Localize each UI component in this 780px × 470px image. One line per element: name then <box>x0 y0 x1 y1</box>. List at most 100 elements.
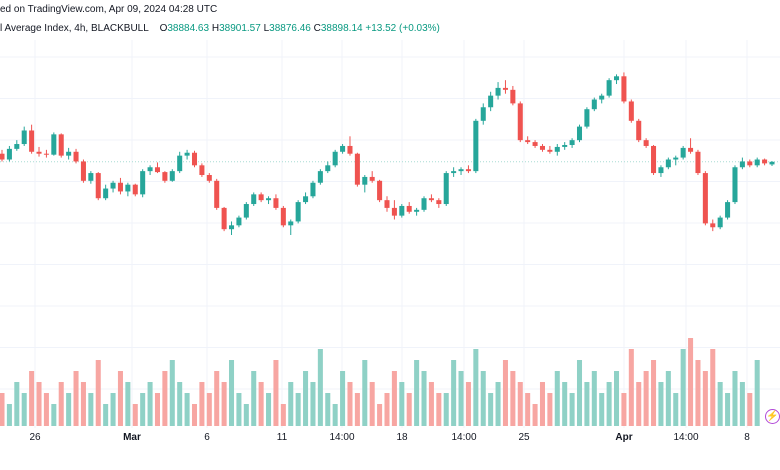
volume-bar <box>443 393 449 426</box>
volume-bar <box>199 382 205 426</box>
candle-body <box>762 159 768 164</box>
volume-bar <box>377 404 383 426</box>
volume-bar <box>66 393 72 426</box>
x-tick-label: Apr <box>615 432 633 443</box>
volume-bar <box>576 360 583 426</box>
candle-body <box>95 173 101 199</box>
candle-body <box>421 198 427 210</box>
candle-body <box>739 161 745 168</box>
candle-body <box>458 169 464 172</box>
high-label: H <box>211 23 220 34</box>
candle-body <box>502 87 508 90</box>
candle-body <box>717 217 723 228</box>
candle-body <box>480 107 486 121</box>
candle-body <box>169 171 175 181</box>
volume-bar <box>725 393 731 426</box>
candle-body <box>614 76 620 81</box>
volume-bar <box>288 382 294 426</box>
volume-bar <box>702 371 708 426</box>
volume-bar <box>340 371 346 426</box>
volume-bar <box>532 404 538 426</box>
candle-body <box>125 184 131 192</box>
candle-body <box>258 194 264 201</box>
volume-bar <box>43 393 49 426</box>
volume-bar <box>332 404 338 426</box>
volume-bar <box>636 382 642 426</box>
candle-body <box>132 184 138 195</box>
candle-body <box>747 161 753 166</box>
candle-body <box>510 89 516 104</box>
candle-body <box>80 161 86 181</box>
candle-body <box>14 144 20 149</box>
x-tick-label: 26 <box>29 432 41 443</box>
volume-bar <box>21 393 27 426</box>
candle-body <box>606 80 612 96</box>
candle-body <box>584 109 590 127</box>
candle-body <box>236 217 242 226</box>
candle-body <box>332 151 338 166</box>
volume-bar <box>651 360 657 426</box>
volume-bar <box>547 393 553 426</box>
candle-body <box>732 167 738 203</box>
candle-body <box>702 173 708 224</box>
volume-bar <box>480 371 486 426</box>
volume-bar <box>243 404 249 426</box>
candle-body <box>488 95 494 108</box>
volume-bar <box>58 382 64 426</box>
candle-body <box>547 149 553 152</box>
candle-body <box>243 204 249 218</box>
volume-bar <box>132 404 138 426</box>
candle-body <box>147 167 153 172</box>
volume-bar <box>295 393 301 426</box>
candle-body <box>428 198 434 201</box>
volume-bar <box>621 393 627 426</box>
change-value: +13.52 (+0.03%) <box>365 23 440 34</box>
candle-body <box>754 159 760 166</box>
lightning-icon[interactable]: ⚡ <box>765 409 780 424</box>
time-axis[interactable]: 26 Mar 6 11 14:00 18 14:00 25 Apr 14:00 8 <box>0 428 780 470</box>
volume-bar <box>258 382 264 426</box>
volume-bar <box>614 371 620 426</box>
candle-body <box>369 176 375 181</box>
symbol-legend: l Average Index, 4h, BLACKBULL O38884.63… <box>0 23 440 34</box>
candle-body <box>658 167 664 174</box>
candle-body <box>562 145 568 147</box>
volume-bar <box>391 371 397 426</box>
candle-body <box>680 147 686 158</box>
candle-body <box>214 180 220 208</box>
candle-body <box>391 207 397 216</box>
candle-body <box>628 101 634 121</box>
candle-body <box>0 153 5 160</box>
low-label: L <box>263 23 270 34</box>
volume-bar <box>658 382 664 426</box>
price-chart[interactable] <box>0 0 780 428</box>
volume-bar <box>606 382 612 426</box>
candle-body <box>362 176 368 185</box>
candle-body <box>266 198 272 201</box>
volume-bar <box>51 404 57 426</box>
volume-bar <box>29 371 35 426</box>
volume-bar <box>347 382 353 426</box>
candle-body <box>591 99 597 110</box>
volume-bar <box>80 382 86 426</box>
volume-bar <box>628 349 634 426</box>
volume-bar <box>206 393 212 426</box>
volume-bar <box>36 382 42 426</box>
x-tick-label: 14:00 <box>673 432 699 443</box>
candle-body <box>473 120 479 172</box>
volume-bar <box>406 393 412 426</box>
candle-body <box>769 161 775 165</box>
volume-bar <box>310 382 316 426</box>
candle-body <box>206 175 212 181</box>
volume-bar <box>362 360 368 426</box>
volume-bar <box>273 360 279 426</box>
candle-body <box>29 130 35 152</box>
volume-bar <box>754 360 760 426</box>
x-tick-label: 18 <box>396 432 408 443</box>
candle-body <box>58 134 64 156</box>
candle-body <box>347 145 353 154</box>
candle-body <box>317 171 323 183</box>
x-tick-label: 25 <box>518 432 530 443</box>
volume-bar <box>280 404 286 426</box>
volume-bar <box>88 393 94 426</box>
